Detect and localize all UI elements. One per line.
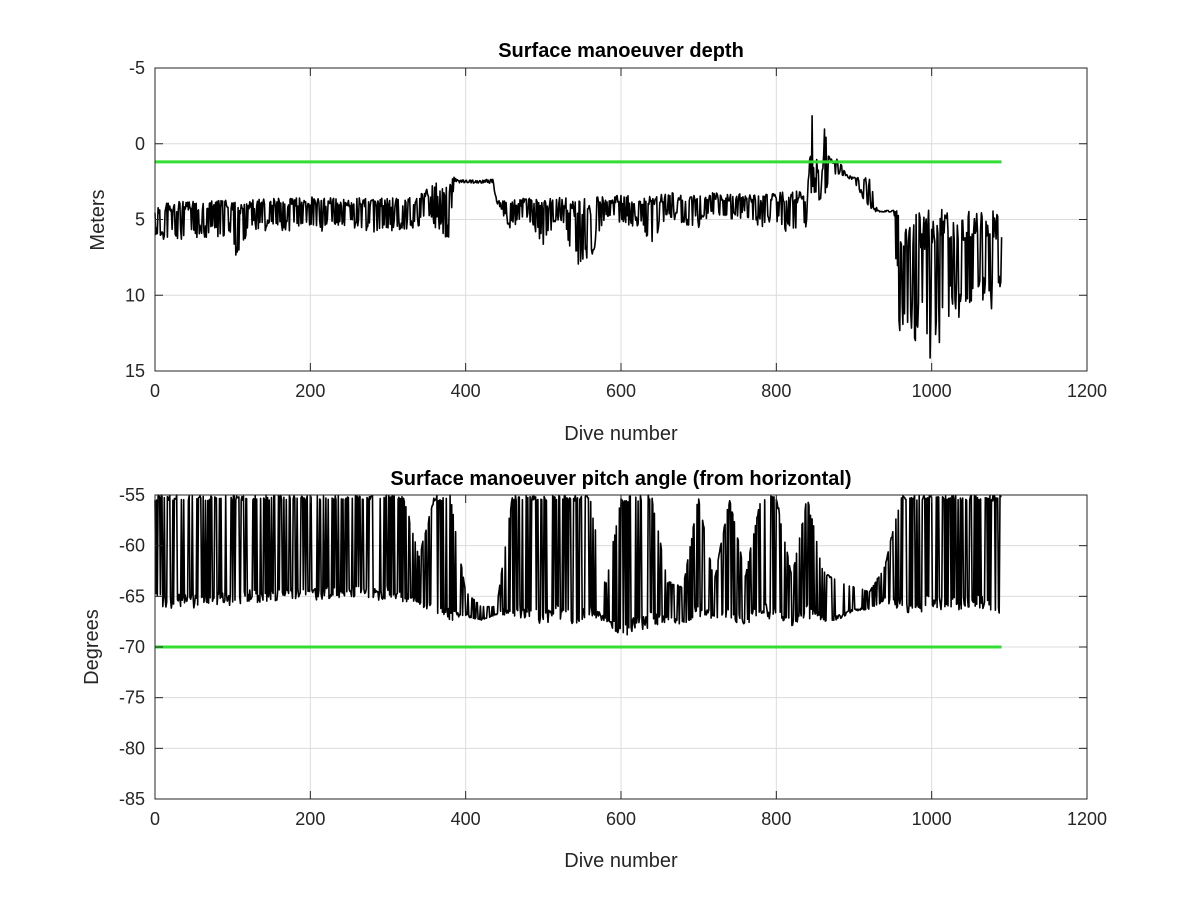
depth-x-tick-label: 600 <box>606 381 636 401</box>
depth-y-tick-label: 5 <box>135 210 145 230</box>
depth-x-tick-label: 800 <box>761 381 791 401</box>
pitch-data-series <box>154 494 1002 636</box>
pitch-x-tick-label: 0 <box>150 809 160 829</box>
depth-x-tick-label: 1000 <box>912 381 952 401</box>
pitch-x-tick-label: 600 <box>606 809 636 829</box>
pitch-x-tick-label: 1200 <box>1067 809 1107 829</box>
pitch-y-tick-label: -75 <box>119 688 145 708</box>
pitch-x-tick-label: 400 <box>451 809 481 829</box>
depth-data-series <box>154 115 1003 359</box>
pitch-y-tick-label: -55 <box>119 485 145 505</box>
depth-plot: 0 200 400 600 800 1000 1200 -5 0 5 10 15 Surface ma… <box>87 40 1107 445</box>
depth-chart-title: Surface manoeuver depth <box>498 40 744 62</box>
pitch-x-tick-label: 200 <box>295 809 325 829</box>
pitch-x-tick-label: 800 <box>761 809 791 829</box>
pitch-y-tick-label: -60 <box>119 536 145 556</box>
depth-y-tick-label: 0 <box>135 134 145 154</box>
pitch-x-tick-label: 1000 <box>912 809 952 829</box>
pitch-x-axis-label: Dive number <box>564 850 678 872</box>
depth-x-tick-label: 1200 <box>1067 381 1107 401</box>
depth-x-tick-label: 200 <box>295 381 325 401</box>
pitch-chart-title: Surface manoeuver pitch angle (from hori… <box>390 468 851 490</box>
depth-y-tick-label: -5 <box>129 58 145 78</box>
depth-x-tick-label: 0 <box>150 381 160 401</box>
pitch-y-axis-label: Degrees <box>81 609 103 685</box>
pitch-y-tick-label: -80 <box>119 738 145 758</box>
depth-y-tick-label: 10 <box>125 285 145 305</box>
depth-x-axis-label: Dive number <box>564 423 678 445</box>
depth-x-tick-label: 400 <box>451 381 481 401</box>
pitch-plot: 0 200 400 600 800 1000 1200 -85 -80 -75 -70 -65 -60 -… <box>81 468 1107 872</box>
pitch-y-tick-label: -65 <box>119 586 145 606</box>
depth-y-axis-label: Meters <box>87 189 109 250</box>
pitch-y-tick-label: -85 <box>119 789 145 809</box>
depth-y-tick-label: 15 <box>125 361 145 381</box>
pitch-y-tick-label: -70 <box>119 637 145 657</box>
